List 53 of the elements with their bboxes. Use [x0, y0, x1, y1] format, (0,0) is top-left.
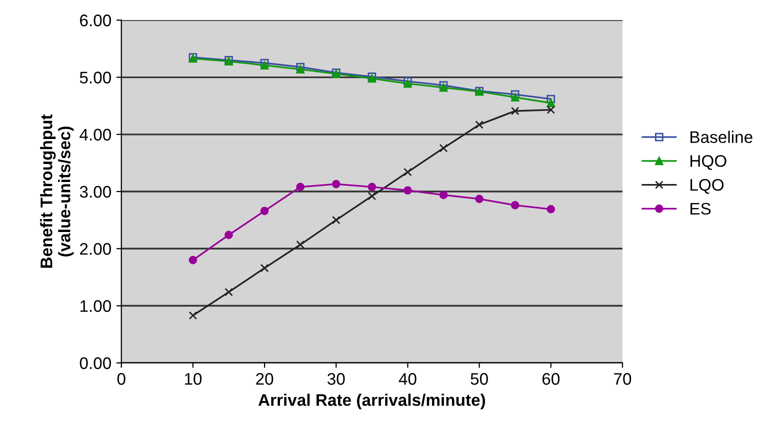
- x-tick-label: 70: [614, 373, 632, 385]
- x-axis-title: Arrival Rate (arrivals/minute): [258, 394, 486, 410]
- y-tick-label: 5.00: [80, 72, 111, 84]
- point: [188, 256, 198, 264]
- y-tick-label: 6.00: [80, 14, 111, 26]
- x-tick-label: 60: [542, 373, 560, 385]
- legend-label: Baseline: [690, 130, 752, 144]
- point: [296, 65, 305, 74]
- point: [475, 194, 484, 204]
- point: [546, 205, 556, 214]
- y-axis-title: Benefit Throughput (value-units/sec): [40, 114, 74, 268]
- point: [510, 201, 520, 210]
- point: [439, 81, 448, 90]
- x-tick-label: 50: [470, 373, 488, 385]
- point: [332, 180, 340, 188]
- y-tick-label: 3.00: [80, 186, 111, 198]
- point: [439, 144, 448, 152]
- point: [510, 93, 520, 102]
- point: [260, 206, 269, 216]
- point: [404, 77, 412, 86]
- point: [475, 120, 484, 129]
- point: [332, 216, 340, 224]
- x-tick-label: 30: [328, 373, 345, 385]
- x-tick-label: 10: [184, 373, 202, 385]
- legend-label: ES: [690, 202, 711, 215]
- point: [260, 61, 269, 70]
- y-tick-label: 2.00: [80, 243, 111, 255]
- point: [296, 182, 305, 192]
- point: [368, 192, 376, 200]
- legend-label: LQO: [690, 178, 724, 194]
- point: [368, 182, 376, 192]
- x-tick-label: 20: [256, 373, 274, 385]
- point: [296, 240, 305, 249]
- y-tick-label: 4.00: [80, 128, 111, 141]
- point: [510, 90, 520, 99]
- y-tick-label: 0.00: [80, 357, 111, 370]
- x-tick-label: 0: [117, 373, 126, 385]
- x-tick-label: 40: [398, 373, 416, 385]
- point: [224, 230, 233, 240]
- point: [546, 106, 556, 114]
- legend-label: HQO: [690, 155, 726, 170]
- point: [546, 98, 556, 108]
- point: [510, 106, 520, 116]
- y-tick-label: 1.00: [80, 300, 111, 312]
- point: [404, 79, 412, 88]
- point: [404, 186, 412, 195]
- point: [260, 264, 269, 272]
- point: [224, 288, 233, 296]
- point: [404, 168, 412, 176]
- point: [188, 311, 198, 320]
- point: [439, 190, 448, 200]
- point: [546, 94, 556, 104]
- point: [439, 83, 448, 92]
